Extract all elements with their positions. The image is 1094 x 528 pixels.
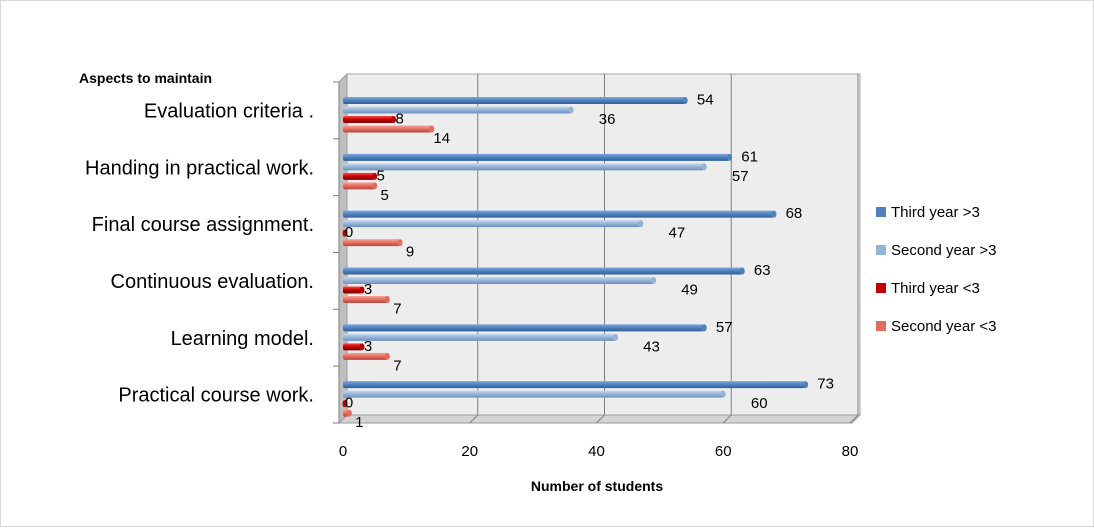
bar <box>343 343 365 351</box>
data-label: 57 <box>732 168 749 185</box>
data-label: 63 <box>754 262 771 279</box>
data-label: 9 <box>406 244 414 261</box>
x-tick-label: 80 <box>842 443 859 460</box>
legend-entry: Second year >3 <box>891 242 997 259</box>
data-label: 5 <box>377 167 385 184</box>
data-label: 68 <box>786 205 803 222</box>
category-label: Practical course work. <box>118 385 314 407</box>
legend-swatch <box>876 283 886 293</box>
data-label: 0 <box>345 395 353 412</box>
bar <box>343 333 619 341</box>
data-label: 0 <box>345 224 353 241</box>
x-tick-label: 60 <box>715 443 732 460</box>
grid-line <box>722 414 732 424</box>
grid-lines <box>469 74 859 424</box>
bar <box>343 381 809 389</box>
category-label: Learning model. <box>171 328 314 350</box>
x-tick-label: 40 <box>588 443 605 460</box>
bar <box>343 106 574 114</box>
category-label: Evaluation criteria . <box>144 100 314 122</box>
legend-swatch <box>876 245 886 255</box>
data-label: 1 <box>355 414 363 431</box>
axes <box>333 81 340 424</box>
data-label: 73 <box>817 376 834 393</box>
data-label: 43 <box>643 338 660 355</box>
grid-line <box>849 414 859 424</box>
data-label: 49 <box>681 282 698 299</box>
data-label: 14 <box>433 130 450 147</box>
category-label: Continuous evaluation. <box>111 271 314 293</box>
bar <box>343 116 397 123</box>
data-label: 3 <box>364 281 372 298</box>
legend-entry: Second year <3 <box>891 318 997 335</box>
category-label: Handing in practical work. <box>85 157 314 179</box>
legend-swatch <box>876 207 886 217</box>
legend-swatch <box>876 321 886 331</box>
bar <box>343 286 365 294</box>
bar <box>343 220 644 228</box>
bar <box>342 400 348 408</box>
category-labels: Evaluation criteria . Handing in practica… <box>85 100 314 406</box>
bar <box>343 163 707 171</box>
data-label: 7 <box>393 301 401 318</box>
bar <box>343 172 378 180</box>
bar <box>343 153 733 161</box>
bar <box>343 277 657 284</box>
data-label: 3 <box>364 338 372 355</box>
data-label: 8 <box>396 111 404 128</box>
data-label: 5 <box>381 187 389 204</box>
bar <box>343 324 707 332</box>
grid-line <box>596 414 605 424</box>
data-label: 36 <box>599 111 616 128</box>
bar <box>343 409 352 417</box>
x-tick-labels: 0 20 40 60 80 <box>339 443 859 460</box>
bar <box>343 97 688 104</box>
bars <box>342 97 809 417</box>
bar <box>343 296 390 303</box>
legend-entry: Third year >3 <box>891 204 980 221</box>
data-label: 7 <box>393 357 401 374</box>
bar <box>342 229 348 237</box>
data-label: 57 <box>716 319 733 336</box>
x-axis-title: Number of students <box>531 478 663 494</box>
legend-entry: Third year <3 <box>891 280 980 297</box>
bar <box>343 239 403 247</box>
x-tick-label: 0 <box>339 443 347 460</box>
legend: Third year >3 Second year >3 Third year <3… <box>876 204 997 335</box>
x-tick-label: 20 <box>461 443 478 460</box>
data-label: 61 <box>741 148 758 165</box>
data-label: 60 <box>751 395 768 412</box>
bar <box>343 390 726 398</box>
bar <box>343 125 435 133</box>
data-label: 47 <box>669 225 686 242</box>
bar <box>343 352 390 360</box>
bar <box>343 182 378 190</box>
bar <box>343 267 745 275</box>
category-label: Final course assignment. <box>92 214 314 236</box>
chart-title: Aspects to maintain <box>79 70 212 86</box>
grid-line <box>469 414 479 424</box>
data-label: 54 <box>697 92 714 109</box>
bar <box>343 210 777 218</box>
